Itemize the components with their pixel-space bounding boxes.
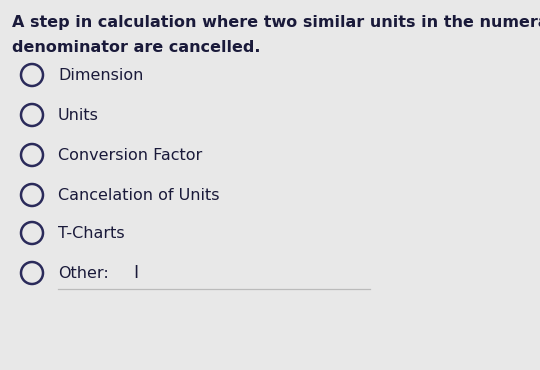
Text: A step in calculation where two similar units in the numerator and: A step in calculation where two similar … [12,15,540,30]
Text: Units: Units [58,108,99,122]
Text: T-Charts: T-Charts [58,225,125,240]
Text: I: I [133,264,138,282]
Text: Conversion Factor: Conversion Factor [58,148,202,162]
Text: Dimension: Dimension [58,67,144,83]
Text: Other:: Other: [58,266,109,280]
Text: Cancelation of Units: Cancelation of Units [58,188,219,202]
Text: denominator are cancelled.: denominator are cancelled. [12,40,260,55]
